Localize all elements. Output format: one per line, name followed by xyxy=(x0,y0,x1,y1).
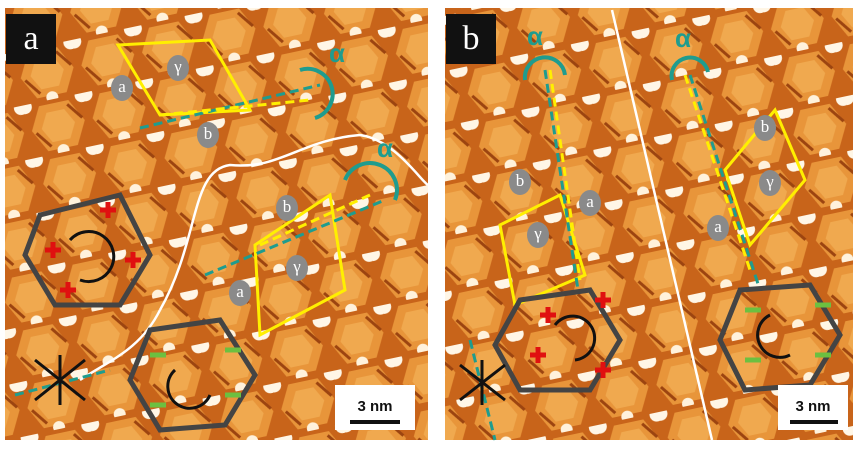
annotation-label: a xyxy=(714,217,722,236)
annotation-label: a xyxy=(586,192,594,211)
annotation-label: a xyxy=(118,77,126,96)
annotation-label: b xyxy=(516,171,525,190)
annotation-label: b xyxy=(204,124,213,143)
annotation-label: γ xyxy=(173,57,182,76)
scale-bar-label: 3 nm xyxy=(357,398,392,415)
angle-label: α xyxy=(377,133,393,163)
angle-label: α xyxy=(329,38,345,68)
annotation-label: a xyxy=(236,282,244,301)
figure: a 3 nm α α γ γ a a b b b 3 nm α α γ γ a a b b xyxy=(0,0,857,454)
stm-image xyxy=(445,8,853,440)
stm-image xyxy=(5,8,428,440)
page: a3 nmααγγaabbb3 nmααγγaabb (() => { cons… xyxy=(0,0,857,454)
annotation-label: b xyxy=(761,117,770,136)
panel-label: a xyxy=(23,20,38,57)
annotation-label: γ xyxy=(765,172,774,191)
annotation-label: b xyxy=(283,197,292,216)
annotation-label: γ xyxy=(292,257,301,276)
annotation-label: γ xyxy=(533,224,542,243)
panel-label: b xyxy=(463,20,480,57)
angle-label: α xyxy=(527,21,543,51)
angle-label: α xyxy=(675,23,691,53)
scale-bar-label: 3 nm xyxy=(795,398,830,415)
